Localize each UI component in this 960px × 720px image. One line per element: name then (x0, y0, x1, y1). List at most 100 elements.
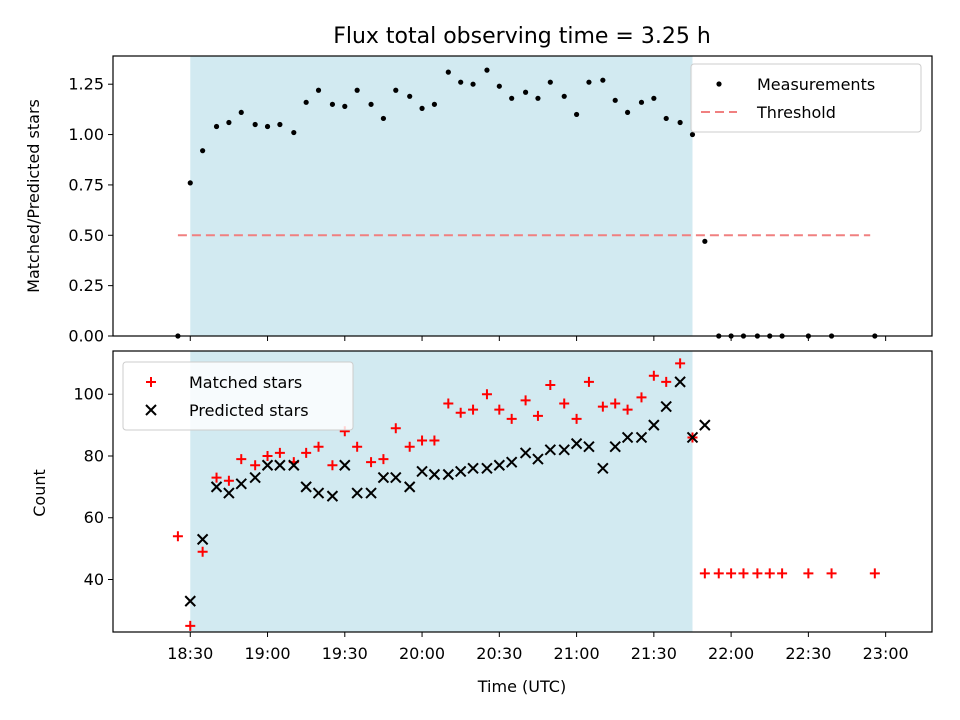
measurement-point (586, 79, 592, 85)
predicted-star-point (635, 431, 648, 444)
measurement-point (329, 101, 336, 107)
bottom-legend-label: Matched stars (189, 373, 302, 392)
matched-star-point (197, 546, 208, 557)
predicted-star-point (467, 462, 479, 475)
matched-star-point (378, 454, 389, 465)
predicted-star-point (210, 481, 223, 493)
matched-star-point (172, 531, 183, 542)
measurement-point (315, 87, 322, 93)
x-tick-label: 18:30 (167, 644, 213, 663)
measurement-point (561, 93, 567, 99)
matched-star-point (713, 568, 724, 579)
measurement-point (689, 131, 696, 138)
measurement-point (496, 83, 502, 89)
measurement-point (187, 180, 193, 186)
predicted-star-point (390, 471, 402, 484)
x-tick-label: 22:00 (708, 644, 754, 663)
predicted-star-point (235, 478, 247, 490)
measurement-point (573, 111, 580, 118)
measurement-point (638, 99, 645, 105)
top-y-tick-label: 0.25 (68, 276, 104, 295)
bottom-y-tick-label: 80 (84, 446, 104, 465)
matched-star-point (726, 568, 737, 579)
predicted-star-point (583, 441, 595, 453)
measurement-point (393, 87, 399, 93)
measurement-point (407, 93, 413, 99)
top-legend-label: Measurements (757, 75, 875, 94)
predicted-star-point (558, 444, 570, 456)
measurement-point (213, 123, 220, 130)
matched-star-point (764, 568, 775, 579)
legend-predicted-marker (145, 404, 157, 416)
bottom-y-tick-label: 100 (73, 385, 104, 404)
predicted-star-point (699, 419, 711, 431)
top-legend: Measurements Threshold (690, 63, 922, 133)
measurement-point (600, 77, 606, 83)
matched-star-point (520, 395, 531, 406)
matched-star-point (443, 398, 454, 409)
matched-star-point (869, 568, 880, 579)
top-legend-box (690, 63, 922, 133)
matched-star-point (185, 620, 196, 631)
bottom-y-tick-label: 40 (84, 570, 104, 589)
measurement-point (663, 115, 669, 122)
bottom-legend: Matched stars Predicted stars (122, 361, 354, 431)
predicted-star-point (300, 481, 312, 493)
predicted-star-point (532, 453, 544, 465)
predicted-star-point (442, 468, 455, 481)
matched-star-point (661, 376, 672, 387)
matched-star-point (262, 450, 273, 461)
measurement-point (445, 69, 451, 75)
predicted-star-point (249, 471, 261, 484)
matched-star-point (532, 410, 543, 421)
measurement-point (651, 95, 657, 101)
measurement-point (354, 87, 360, 93)
measurement-point (419, 105, 425, 111)
predicted-star-point (377, 471, 390, 484)
matched-star-point (571, 413, 582, 424)
predicted-star-point (365, 487, 377, 499)
matched-star-point (390, 423, 401, 434)
measurement-point (277, 121, 283, 128)
measurement-point (612, 97, 618, 103)
top-y-axis-label: Matched/Predicted stars (24, 99, 43, 293)
predicted-star-point (326, 490, 339, 502)
predicted-star-point (544, 444, 557, 456)
measurement-point (522, 89, 529, 95)
matched-star-point (429, 435, 440, 446)
x-axis-label: Time (UTC) (477, 677, 566, 696)
matched-star-point (481, 389, 492, 400)
measurement-point (264, 123, 271, 130)
matched-star-point (506, 413, 517, 424)
measurement-point (291, 129, 297, 136)
x-tick-label: 21:30 (631, 644, 677, 663)
predicted-star-point (493, 459, 506, 471)
measurement-point (368, 101, 374, 107)
matched-star-point (250, 460, 261, 471)
measurement-point (624, 109, 631, 116)
predicted-star-point (519, 447, 532, 459)
top-legend-label: Threshold (756, 103, 836, 122)
measurement-point (431, 101, 438, 107)
matched-star-point (468, 404, 479, 415)
predicted-star-point (674, 376, 686, 388)
top-axes-frame (112, 55, 933, 337)
x-tick-label: 22:30 (785, 644, 831, 663)
matched-star-point (610, 398, 621, 409)
measurement-point (702, 238, 708, 244)
top-y-tick-label: 0.00 (68, 327, 104, 346)
matched-star-point (494, 404, 505, 415)
measurement-point (470, 81, 476, 87)
measurement-point (677, 119, 683, 126)
predicted-star-point (274, 459, 286, 471)
measurement-point (342, 103, 348, 109)
predicted-star-point (660, 400, 672, 413)
legend-measurements-marker (716, 81, 722, 87)
matched-star-point (636, 392, 647, 403)
matched-star-point (301, 447, 312, 458)
predicted-star-point (428, 468, 441, 481)
matched-star-point (352, 441, 363, 452)
matched-star-point (777, 568, 788, 579)
measurement-point (535, 95, 541, 101)
bottom-subplot: 18:30 19:00 19:30 20:00 20:30 21:00 21:30 22:00… (73, 350, 933, 663)
